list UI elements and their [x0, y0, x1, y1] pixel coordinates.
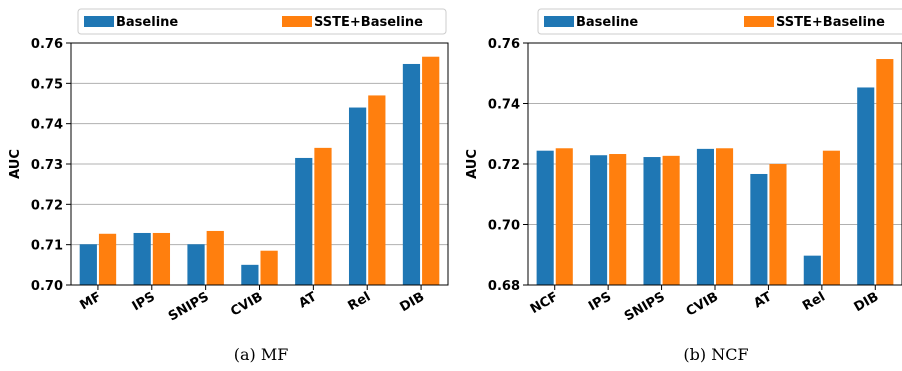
y-tick-label: 0.73	[31, 158, 63, 173]
y-tick-label: 0.72	[31, 198, 63, 213]
bar-baseline	[133, 232, 151, 285]
legend-box	[77, 8, 447, 35]
legend-label: Baseline	[116, 15, 178, 30]
y-tick-label: 0.74	[488, 98, 520, 113]
bar-sste-baseline	[422, 56, 440, 285]
legend-label: SSTE+Baseline	[314, 15, 423, 30]
y-tick-label: 0.74	[31, 118, 63, 133]
bar-baseline	[643, 157, 661, 285]
x-tick-label: CVIB	[684, 289, 721, 319]
bar-sste-baseline	[368, 95, 386, 285]
bar-sste-baseline	[206, 230, 224, 285]
y-axis-title: AUC	[8, 149, 23, 179]
y-tick-label: 0.76	[31, 37, 63, 52]
plot-frame	[70, 42, 449, 286]
legend: Baseline SSTE+Baseline	[537, 8, 902, 35]
y-tick-label: 0.71	[31, 239, 63, 254]
bar-sste-baseline	[716, 148, 734, 285]
y-tick-label: 0.70	[488, 219, 520, 234]
x-tick-label: SNIPS	[622, 289, 668, 324]
x-tick-label: NCF	[528, 289, 561, 317]
caption: (a) MF	[234, 345, 289, 364]
legend-swatch	[84, 16, 114, 27]
x-tick-label: CVIB	[228, 289, 265, 319]
x-tick-label: Rel	[346, 289, 374, 314]
y-axis-title: AUC	[465, 149, 480, 179]
x-tick-label: SNIPS	[166, 289, 212, 324]
x-tick-label: AT	[751, 289, 774, 311]
y-tick-label: 0.72	[488, 158, 520, 173]
bar-sste-baseline	[152, 232, 171, 285]
bar-baseline	[79, 244, 97, 285]
bar-sste-baseline	[662, 155, 680, 285]
x-tick-label: IPS	[130, 289, 158, 314]
x-tick-label: DIB	[397, 289, 427, 315]
x-tick-label: AT	[296, 289, 319, 311]
chart-ncf: 0.68 0.70 0.72 0.74 0.76 NCF IPS SNIPS CVIB AT Rel…	[465, 8, 902, 364]
bar-sste-baseline	[98, 233, 117, 285]
legend-box	[537, 8, 902, 35]
bar-sste-baseline	[822, 150, 840, 285]
caption: (b) NCF	[683, 345, 748, 364]
bar-baseline	[348, 107, 367, 286]
y-tick-label: 0.70	[31, 279, 63, 294]
bar-sste-baseline	[314, 147, 332, 285]
y-tick-label: 0.76	[488, 37, 520, 52]
bar-baseline	[295, 157, 313, 285]
bar-baseline	[187, 244, 205, 285]
x-tick-label: DIB	[852, 289, 882, 315]
bar-baseline	[750, 173, 768, 285]
bar-baseline	[402, 63, 421, 286]
bar-sste-baseline	[260, 250, 278, 285]
bar-sste-baseline	[609, 154, 627, 285]
plot-frame	[527, 42, 902, 286]
bar-baseline	[857, 87, 875, 285]
chart-mf: 0.70 0.71 0.72 0.73 0.74 0.75 0.76 MF IPS SNIPS CV…	[8, 8, 449, 364]
x-tick-label: IPS	[586, 289, 614, 314]
legend-label: SSTE+Baseline	[776, 15, 885, 30]
y-tick-label: 0.75	[31, 77, 63, 92]
legend-swatch	[744, 16, 774, 27]
legend-swatch	[282, 16, 312, 27]
legend-swatch	[544, 16, 574, 27]
legend-label: Baseline	[576, 15, 638, 30]
bar-sste-baseline	[876, 59, 894, 285]
x-tick-label: Rel	[800, 289, 828, 314]
bar-sste-baseline	[769, 164, 787, 285]
bar-baseline	[696, 148, 714, 285]
bar-sste-baseline	[555, 148, 573, 285]
legend: Baseline SSTE+Baseline	[77, 8, 447, 35]
x-tick-label: MF	[78, 289, 104, 313]
bar-baseline	[241, 264, 259, 285]
y-tick-label: 0.68	[488, 279, 520, 294]
bar-baseline	[590, 155, 608, 285]
bar-baseline	[536, 150, 554, 285]
bar-baseline	[803, 255, 821, 285]
